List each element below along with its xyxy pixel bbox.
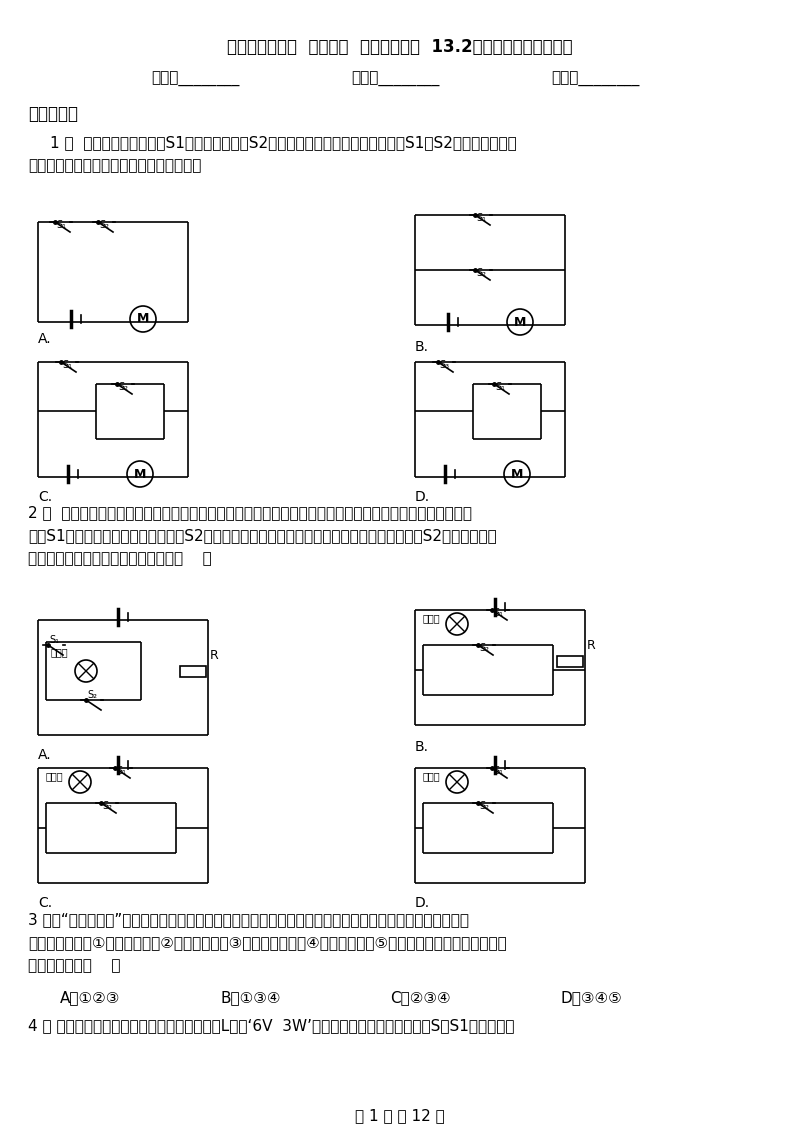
Text: C．②③④: C．②③④ [390,990,450,1005]
Text: S₁: S₁ [56,220,66,230]
Text: A.: A. [38,748,52,762]
Text: M: M [134,468,146,480]
Text: C.: C. [38,897,52,910]
Text: 正确的一组是（    ）: 正确的一组是（ ） [28,958,121,974]
Text: R: R [587,638,596,652]
Text: 指示灯: 指示灯 [423,771,441,781]
Text: S₁: S₁ [62,360,72,370]
Text: 息灯。下列设计比较合理的电路图是（    ）: 息灯。下列设计比较合理的电路图是（ ） [28,551,212,566]
Text: D.: D. [415,490,430,504]
Bar [180,666,206,677]
Text: M: M [137,312,149,326]
Text: B．①③④: B．①③④ [220,990,281,1005]
Text: 一、单选题: 一、单选题 [28,105,78,123]
Text: D．③④⑤: D．③④⑤ [560,990,622,1005]
Text: S₂: S₂ [87,691,97,700]
Text: 则原因可能有：①电池没电了，②灯罩松动了，③开关接触不良，④电池装反了，⑤弹簧提供的电能太少。其中，: 则原因可能有：①电池没电了，②灯罩松动了，③开关接触不良，④电池装反了，⑤弹簧提… [28,935,506,950]
Text: 指示灯: 指示灯 [46,771,64,781]
Bar [557,657,583,667]
Text: S₂: S₂ [479,801,489,811]
Text: D.: D. [415,897,430,910]
Text: B.: B. [415,740,429,754]
Text: S₂: S₂ [476,268,486,278]
Text: S₁: S₁ [493,608,503,618]
Text: S₁: S₁ [495,381,505,392]
Text: 炉才能正常工作。图中符合要求的电路是：: 炉才能正常工作。图中符合要求的电路是： [28,158,202,173]
Text: A．①②③: A．①②③ [60,990,120,1005]
Text: 2 ．  如图所示，为保证司乘人员的安全，轿车上设有安全带未系提示系统。当乘客坐在座椅上时，座椅下的: 2 ． 如图所示，为保证司乘人员的安全，轿车上设有安全带未系提示系统。当乘客坐在… [28,505,472,520]
Text: 4 ． 如图所示的电路中，电源电压恒定，灯泡L标有‘6V  3W’的字样（灯丝电阴不变）。当S、S1均闭合时，: 4 ． 如图所示的电路中，电源电压恒定，灯泡L标有‘6V 3W’的字样（灯丝电阴… [28,1018,514,1034]
Text: S₂: S₂ [99,220,109,230]
Text: S₁: S₁ [49,635,59,645]
Text: 指示灯: 指示灯 [51,648,69,657]
Text: 开关S1闭合。若未系安全带，则开关S2断开，仪表盘上的指示灯亮起；若系上安全带，则开关S2闭合，指示灯: 开关S1闭合。若未系安全带，则开关S2断开，仪表盘上的指示灯亮起；若系上安全带，… [28,528,497,543]
Text: 第 1 页 共 12 页: 第 1 页 共 12 页 [355,1108,445,1123]
Text: 3 ．在“观察手电筒”的活动中，小明将两节干电池装入手电筒后，按下手电筒的按鈕，发现手电筒不发光，: 3 ．在“观察手电筒”的活动中，小明将两节干电池装入手电筒后，按下手电筒的按鈕，… [28,912,469,927]
Text: M: M [511,468,523,480]
Text: R: R [210,649,218,662]
Text: 成绩：________: 成绩：________ [551,72,639,87]
Text: S₃: S₃ [439,360,449,370]
Text: 班级：________: 班级：________ [351,72,439,87]
Text: S₂: S₂ [102,801,112,811]
Text: 指示灯: 指示灯 [423,614,441,623]
Text: S₁: S₁ [116,766,126,777]
Text: S₂: S₂ [118,381,128,392]
Text: S₁: S₁ [493,766,503,777]
Text: 姓名：________: 姓名：________ [151,72,239,87]
Text: S₁: S₁ [476,213,486,223]
Text: 物理九年级上册  第十三章  探究简单思路  13.2电路的组成和连接方式: 物理九年级上册 第十三章 探究简单思路 13.2电路的组成和连接方式 [227,38,573,55]
Text: 1 ．  当微波炉的炉门开关S1断开，控制开关S2闭合时，微波炉不工作；而只有当S1与S2都闭合时，微波: 1 ． 当微波炉的炉门开关S1断开，控制开关S2闭合时，微波炉不工作；而只有当S… [50,135,517,151]
Text: B.: B. [415,340,429,354]
Text: S₂: S₂ [479,643,489,653]
Text: M: M [514,316,526,328]
Text: A.: A. [38,332,52,346]
Text: C.: C. [38,490,52,504]
